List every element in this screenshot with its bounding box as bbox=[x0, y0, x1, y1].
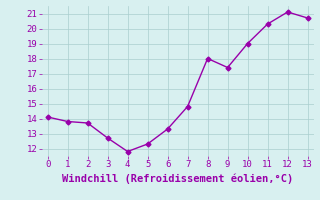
X-axis label: Windchill (Refroidissement éolien,°C): Windchill (Refroidissement éolien,°C) bbox=[62, 173, 293, 184]
